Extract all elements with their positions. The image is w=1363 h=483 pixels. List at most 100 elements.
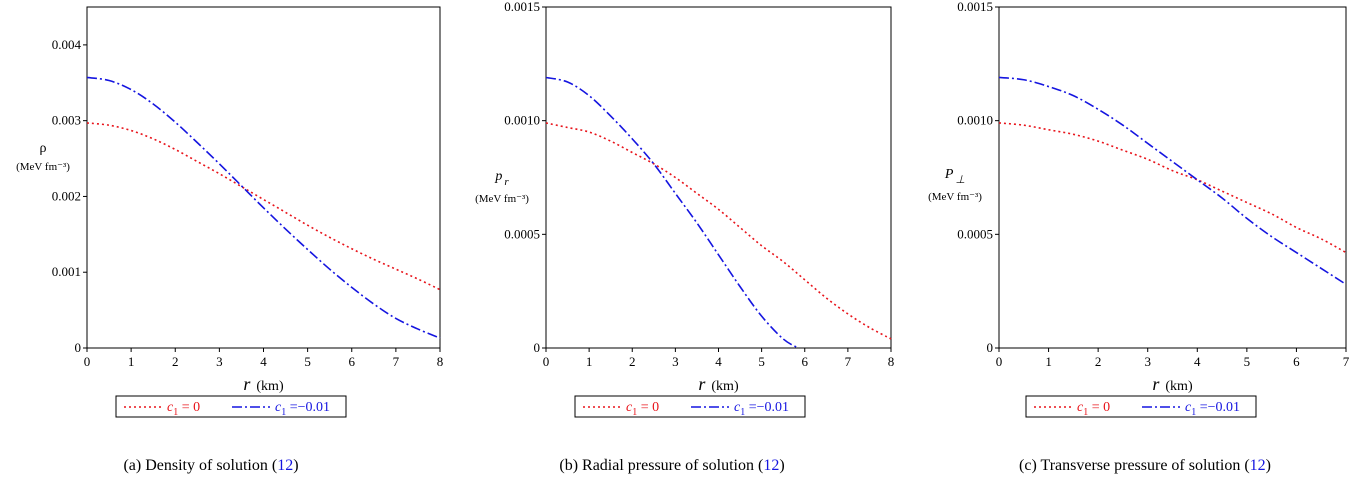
y-axis-symbol-main: p: [494, 169, 502, 184]
x-tick-label: 7: [845, 354, 852, 369]
legend-label-symbol: c: [167, 400, 174, 415]
x-tick-label: 0: [996, 354, 1003, 369]
legend-label: c1 =−0.01: [734, 400, 789, 418]
x-axis-label: r (km): [243, 374, 284, 394]
x-tick-label: 3: [1144, 354, 1151, 369]
legend-label-sub: 1: [281, 407, 286, 418]
y-tick-label: 0: [75, 340, 82, 355]
x-tick-label: 6: [802, 354, 809, 369]
x-tick-label: 7: [1343, 354, 1350, 369]
y-tick-label: 0.0015: [504, 0, 540, 14]
legend: c1 = 0 c1 =−0.01: [115, 395, 347, 418]
x-tick-label: 6: [1293, 354, 1300, 369]
y-tick-label: 0: [987, 340, 994, 355]
x-tick-label: 2: [1095, 354, 1102, 369]
legend-label: c1 = 0: [1077, 400, 1110, 418]
x-axis-symbol: r: [243, 374, 251, 394]
x-axis-label: r (km): [698, 374, 739, 394]
legend-label-value: = 0: [1088, 400, 1110, 415]
legend-box: [574, 395, 806, 418]
series-line-c1-neg: [998, 76, 1347, 286]
x-tick-label: 7: [393, 354, 400, 369]
y-axis-unit: (MeV fm⁻³): [16, 161, 70, 173]
legend-label-symbol: c: [1185, 400, 1192, 415]
legend-label-sub: 1: [632, 407, 637, 418]
x-tick-label: 3: [672, 354, 679, 369]
x-axis-symbol: r: [698, 374, 706, 394]
figure-caption: (b) Radial pressure of solution (12): [559, 457, 784, 474]
caption-ref: 12: [277, 457, 293, 474]
caption-ref: 12: [763, 457, 779, 474]
x-axis-unit: (km): [256, 379, 284, 394]
plot-frame: [86, 6, 441, 349]
y-tick-label: 0.0005: [504, 226, 540, 241]
y-axis-symbol-sub: r: [504, 176, 509, 188]
y-axis-symbol: P ⊥: [944, 167, 965, 186]
series-line-c1-neg: [86, 76, 441, 339]
y-axis-unit: (MeV fm⁻³): [475, 193, 529, 205]
x-axis-label: r (km): [1152, 374, 1193, 394]
x-tick-label: 1: [128, 354, 135, 369]
y-tick-label: 0.001: [52, 264, 81, 279]
caption-text: (c) Transverse pressure of solution (: [1019, 457, 1250, 474]
caption-ref: 12: [1250, 457, 1266, 474]
legend-label: c1 = 0: [167, 400, 200, 418]
legend-label-symbol: c: [275, 400, 282, 415]
x-tick-label: 4: [1194, 354, 1201, 369]
x-tick-label: 2: [629, 354, 636, 369]
x-tick-label: 5: [1244, 354, 1251, 369]
x-tick-label: 1: [586, 354, 593, 369]
series-line-c1-0: [998, 122, 1347, 254]
legend-label-symbol: c: [1077, 400, 1084, 415]
legend-label: c1 = 0: [626, 400, 659, 418]
y-tick-label: 0.0005: [957, 226, 993, 241]
y-axis-symbol-main: ρ: [40, 141, 47, 156]
caption-text: (a) Density of solution (: [123, 457, 277, 474]
y-tick-label: 0.0015: [957, 0, 993, 14]
legend-label-value: =−0.01: [745, 400, 789, 415]
legend-label-value: = 0: [637, 400, 659, 415]
x-tick-label: 3: [216, 354, 223, 369]
x-tick-label: 4: [715, 354, 722, 369]
y-tick-label: 0.003: [52, 113, 81, 128]
legend-label-symbol: c: [734, 400, 741, 415]
series-line-c1-neg: [545, 76, 799, 349]
legend-label-sub: 1: [740, 407, 745, 418]
legend-label-value: =−0.01: [1196, 400, 1240, 415]
x-tick-label: 8: [888, 354, 895, 369]
x-tick-label: 6: [349, 354, 356, 369]
y-tick-label: 0.002: [52, 188, 81, 203]
x-axis-symbol: r: [1152, 374, 1160, 394]
figure-caption: (a) Density of solution (12): [123, 457, 298, 474]
series-line-c1-0: [86, 122, 441, 291]
legend-label-value: =−0.01: [286, 400, 330, 415]
y-axis-symbol-sub: ⊥: [955, 174, 965, 186]
legend-label: c1 =−0.01: [275, 400, 330, 418]
legend-box: [1025, 395, 1257, 418]
caption-close: ): [779, 457, 784, 474]
y-axis-unit: (MeV fm⁻³): [928, 191, 982, 203]
legend: c1 = 0 c1 =−0.01: [574, 395, 806, 418]
y-tick-label: 0.0010: [957, 113, 993, 128]
plot-frame: [545, 6, 892, 349]
x-tick-label: 5: [304, 354, 311, 369]
legend-label: c1 =−0.01: [1185, 400, 1240, 418]
y-axis-symbol-main: P: [944, 167, 954, 182]
y-axis-symbol: ρ: [40, 141, 47, 156]
x-tick-label: 1: [1045, 354, 1052, 369]
x-tick-label: 4: [260, 354, 267, 369]
legend-label-sub: 1: [1191, 407, 1196, 418]
legend-box: [115, 395, 347, 418]
x-tick-label: 2: [172, 354, 179, 369]
legend-label-symbol: c: [626, 400, 633, 415]
legend: c1 = 0 c1 =−0.01: [1025, 395, 1257, 418]
caption-close: ): [1266, 457, 1271, 474]
x-tick-label: 0: [543, 354, 550, 369]
caption-text: (b) Radial pressure of solution (: [559, 457, 763, 474]
caption-close: ): [293, 457, 298, 474]
y-tick-label: 0.004: [52, 37, 82, 52]
